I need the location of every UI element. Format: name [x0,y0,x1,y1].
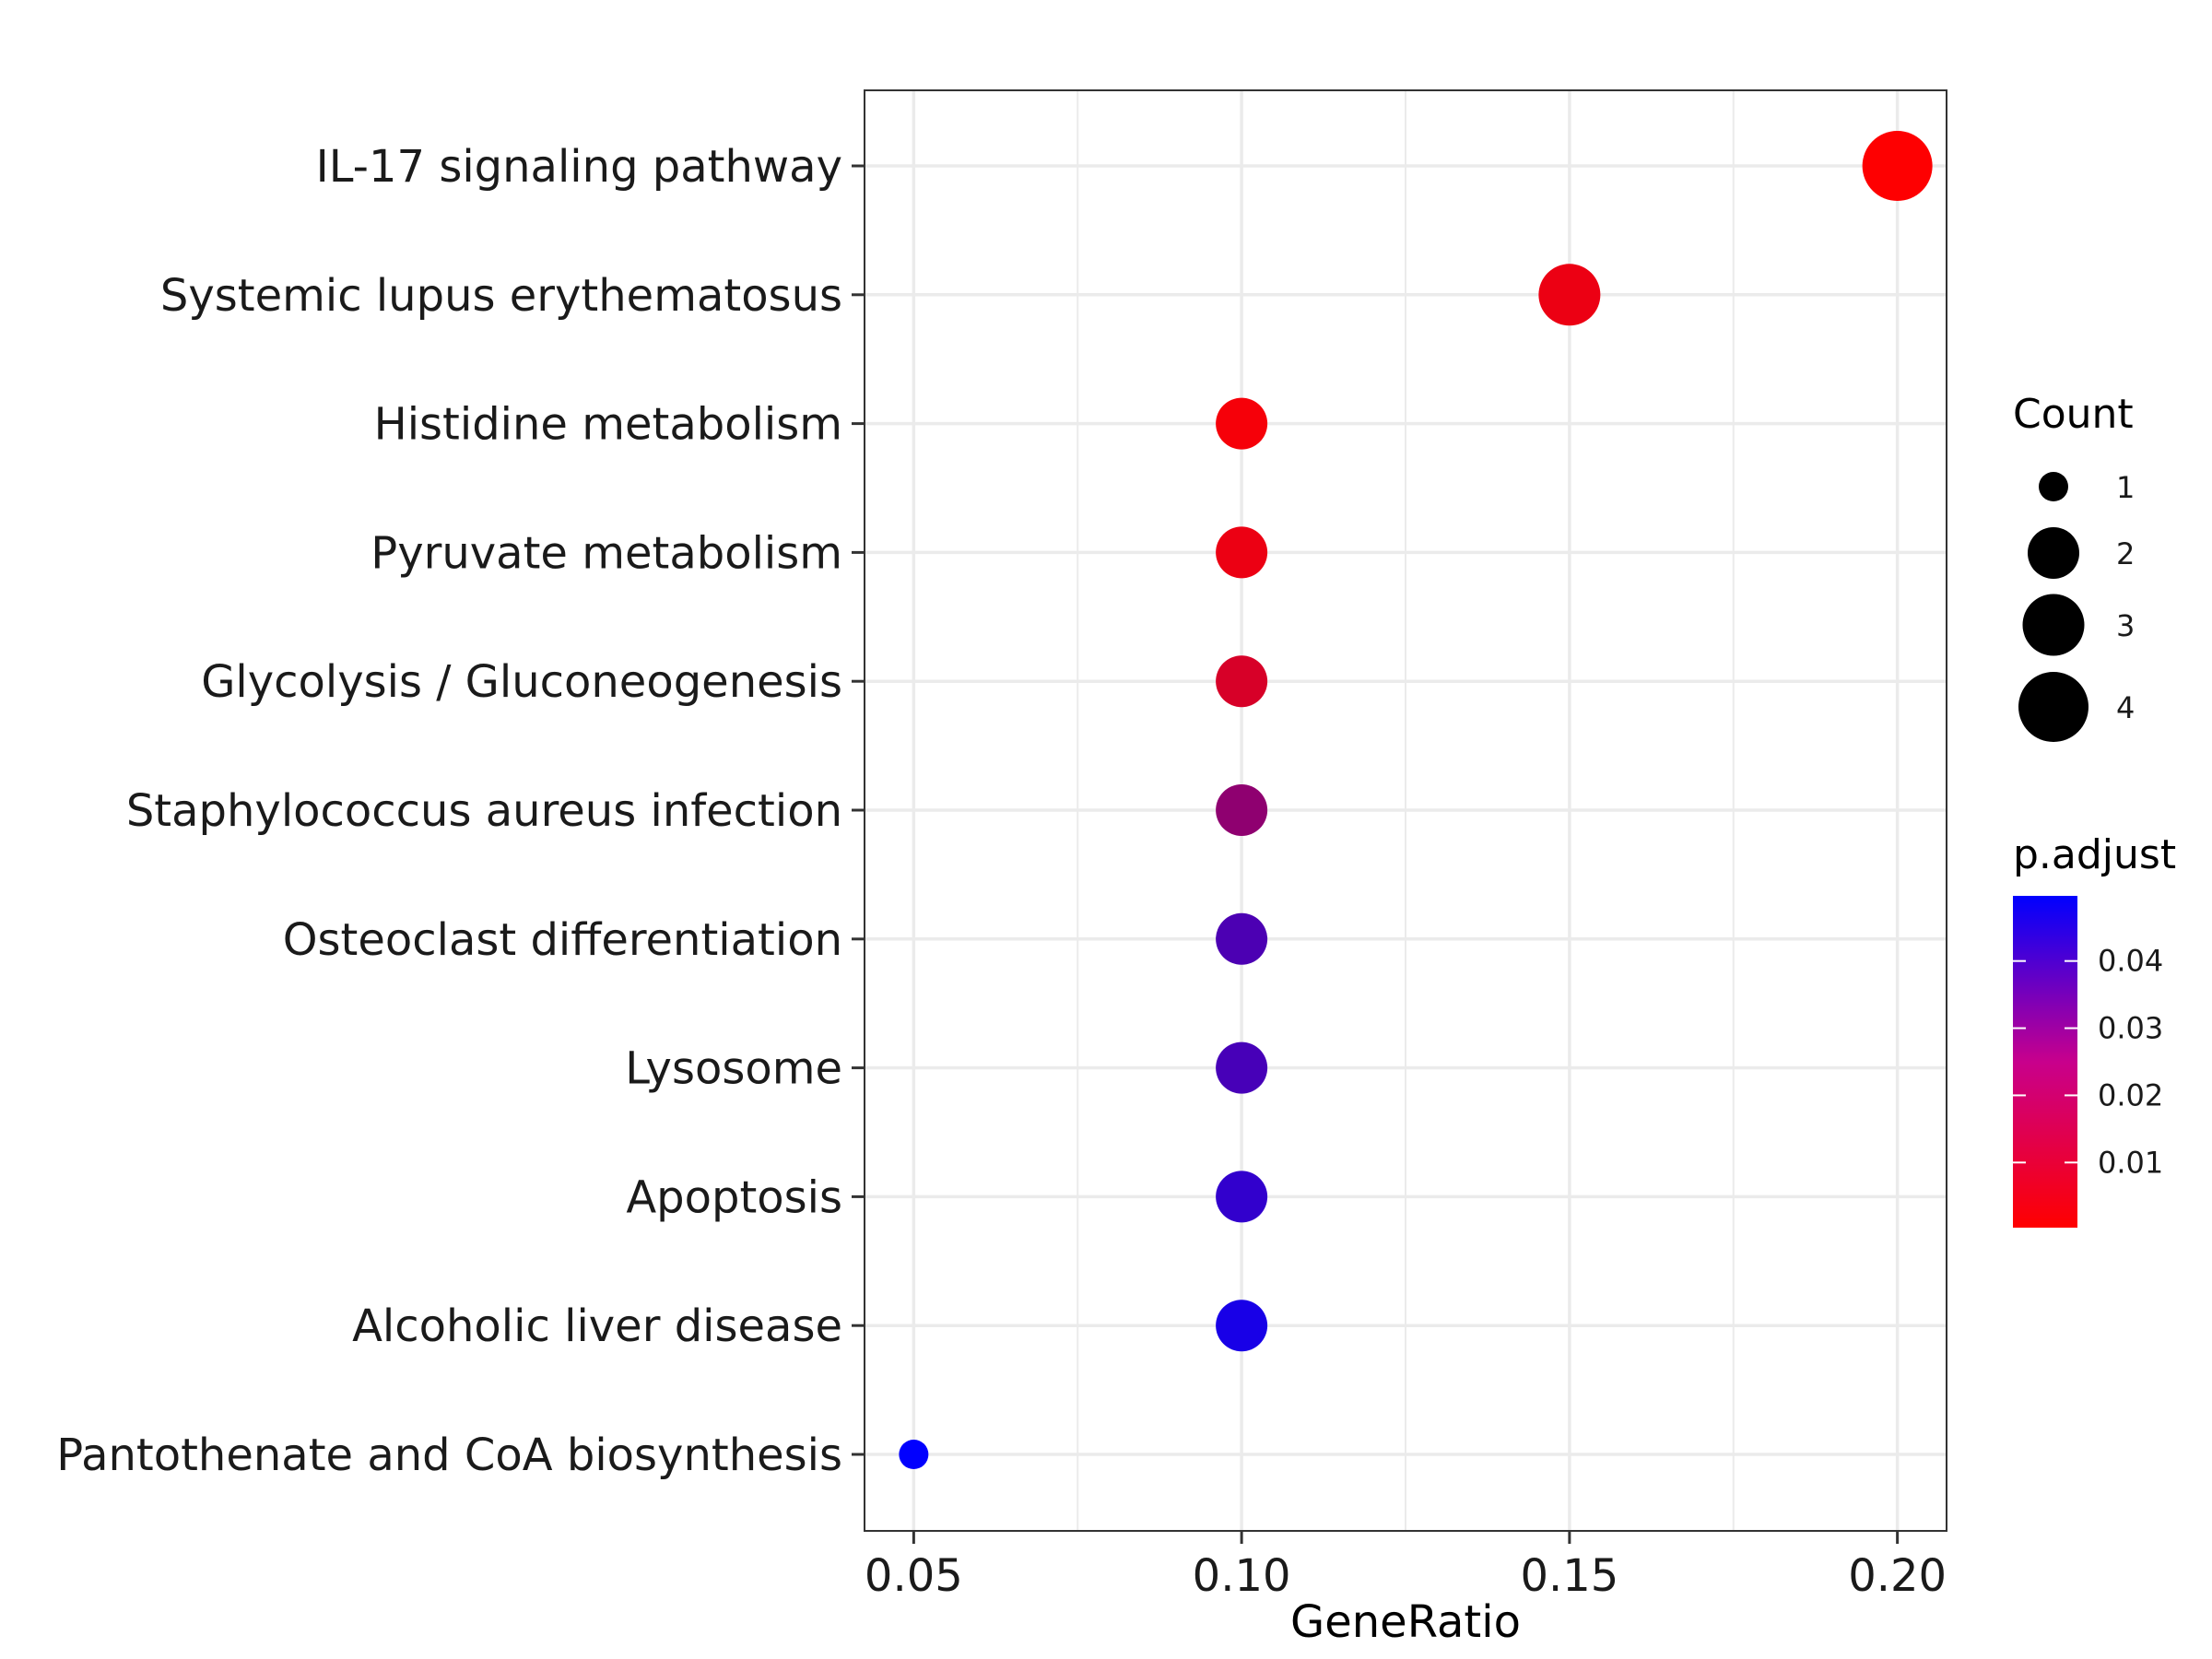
y-tick-label: Pantothenate and CoA biosynthesis [56,1430,842,1481]
data-point [899,1440,929,1469]
y-tick-label: Alcoholic liver disease [352,1300,842,1352]
x-tick-label: 0.10 [1193,1550,1291,1602]
data-point [1862,131,1933,201]
x-axis: 0.05 0.10 0.15 0.20 [865,1531,1947,1602]
color-legend: p.adjust 0.01 0.02 0.03 0.04 [2013,831,2176,1228]
y-tick-label: Histidine metabolism [374,399,842,451]
y-tick-label: Osteoclast differentiation [283,914,842,966]
y-tick-label: Pyruvate metabolism [371,527,842,579]
size-legend-key [2022,594,2085,656]
y-axis: IL-17 signaling pathway Systemic lupus er… [56,141,865,1481]
data-point [1216,1041,1268,1094]
grid-lines [865,90,1947,1531]
size-legend-key [2028,527,2079,579]
data-point [1216,526,1268,579]
size-legend-key [2018,672,2088,742]
x-tick-label: 0.15 [1520,1550,1618,1602]
data-point [1538,264,1601,326]
data-point [1216,655,1268,708]
y-tick-label: Glycolysis / Gluconeogenesis [201,656,842,708]
size-legend-label: 4 [2116,690,2135,725]
size-legend-label: 3 [2116,608,2135,643]
color-legend-label: 0.04 [2098,944,2163,979]
size-legend-key [2039,472,2068,501]
data-point [1216,1171,1268,1223]
size-legend-label: 2 [2116,536,2135,571]
size-legend: Count 1 2 3 4 [2013,391,2135,742]
x-axis-title: GeneRatio [1290,1596,1521,1648]
data-points [899,131,1933,1469]
x-tick-label: 0.05 [865,1550,963,1602]
data-point [1216,1300,1268,1352]
color-legend-title: p.adjust [2013,831,2176,878]
data-point [1216,912,1268,965]
y-tick-label: Apoptosis [626,1171,842,1223]
data-point [1216,397,1268,450]
y-tick-label: Staphylococcus aureus infection [126,785,842,837]
data-point [1216,784,1268,836]
size-legend-label: 1 [2116,470,2135,505]
color-legend-gradient-bar [2013,896,2077,1228]
y-tick-label: IL-17 signaling pathway [316,141,842,193]
size-legend-title: Count [2013,391,2134,438]
color-legend-label: 0.01 [2098,1145,2163,1180]
y-tick-label: Lysosome [625,1043,842,1095]
y-tick-label: Systemic lupus erythematosus [160,270,842,322]
color-legend-label: 0.03 [2098,1011,2163,1046]
color-legend-label: 0.02 [2098,1077,2163,1112]
x-tick-label: 0.20 [1848,1550,1947,1602]
